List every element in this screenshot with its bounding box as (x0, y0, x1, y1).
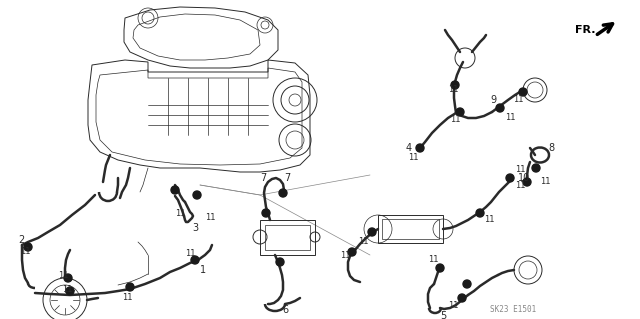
Circle shape (532, 164, 540, 172)
Circle shape (276, 258, 284, 266)
Text: 11: 11 (20, 248, 31, 256)
Circle shape (66, 287, 74, 295)
Text: 6: 6 (282, 305, 288, 315)
Text: 11: 11 (58, 271, 68, 279)
Bar (260, 220, 315, 255)
Text: 11: 11 (358, 238, 369, 247)
Circle shape (463, 280, 471, 288)
Circle shape (191, 256, 199, 264)
Text: 11: 11 (505, 114, 515, 122)
Text: 11: 11 (513, 95, 524, 105)
Bar (378, 215, 443, 243)
Text: 10: 10 (518, 173, 531, 183)
Text: 11: 11 (185, 249, 195, 257)
Text: 4: 4 (406, 143, 412, 153)
Circle shape (416, 144, 424, 152)
Circle shape (279, 189, 287, 197)
Circle shape (476, 209, 484, 217)
Circle shape (451, 81, 459, 89)
Text: 11: 11 (62, 286, 72, 294)
Text: 11: 11 (484, 216, 495, 225)
Text: 7: 7 (260, 173, 266, 183)
Text: FR.: FR. (575, 25, 595, 35)
Text: 11: 11 (448, 301, 458, 310)
Circle shape (496, 104, 504, 112)
Text: 11: 11 (450, 115, 461, 124)
Circle shape (458, 294, 466, 302)
Circle shape (368, 228, 376, 236)
Text: 1: 1 (200, 265, 206, 275)
Text: 11: 11 (515, 182, 525, 190)
Text: 11: 11 (340, 250, 351, 259)
Circle shape (523, 178, 531, 186)
Text: 11: 11 (408, 153, 419, 162)
Bar (265, 225, 310, 250)
Text: 11: 11 (175, 210, 186, 219)
Text: 3: 3 (192, 223, 198, 233)
Circle shape (262, 209, 270, 217)
Circle shape (24, 243, 32, 251)
Text: 8: 8 (548, 143, 554, 153)
Text: 9: 9 (490, 95, 496, 105)
Text: 11: 11 (540, 177, 550, 187)
Text: 11: 11 (515, 166, 525, 174)
Text: 5: 5 (440, 311, 446, 319)
Text: 11: 11 (428, 256, 438, 264)
Circle shape (519, 88, 527, 96)
Circle shape (456, 108, 464, 116)
Text: 11: 11 (122, 293, 132, 301)
Text: SK23 E1501: SK23 E1501 (490, 306, 536, 315)
Circle shape (126, 283, 134, 291)
Bar (382, 219, 439, 239)
Circle shape (171, 186, 179, 194)
Circle shape (436, 264, 444, 272)
Text: 7: 7 (284, 173, 291, 183)
Text: 11: 11 (205, 213, 216, 222)
Circle shape (64, 274, 72, 282)
Text: 2: 2 (18, 235, 24, 245)
Circle shape (506, 174, 514, 182)
Text: 11: 11 (448, 85, 458, 94)
Circle shape (193, 191, 201, 199)
Circle shape (348, 248, 356, 256)
